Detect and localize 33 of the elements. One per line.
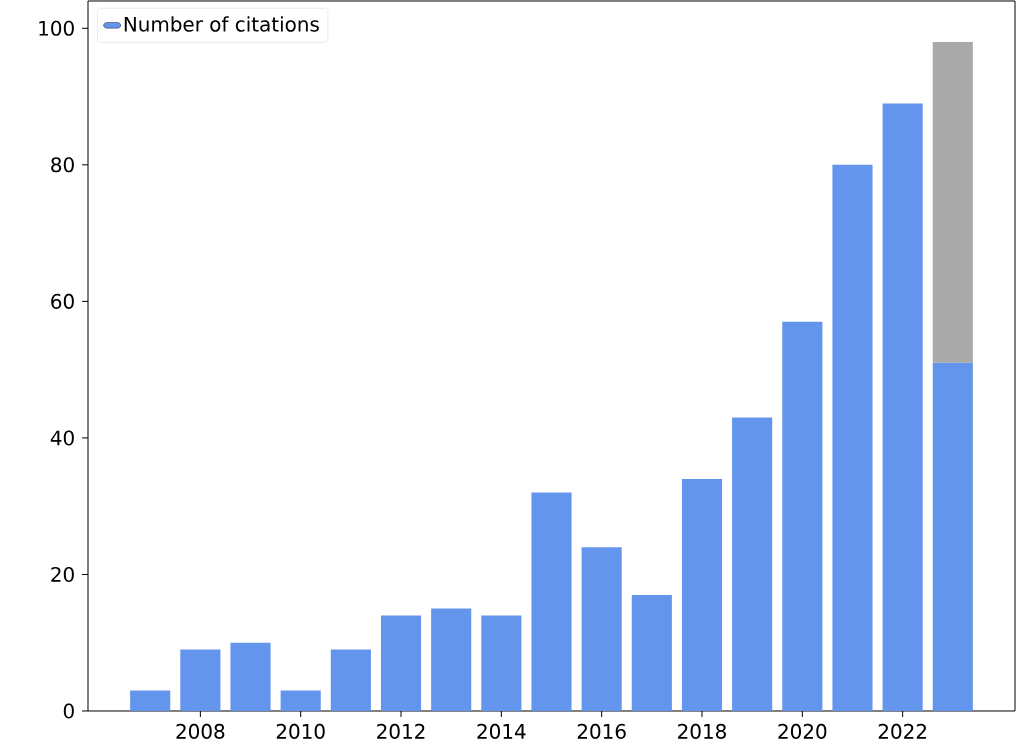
bar [732,417,773,711]
bar [581,547,622,711]
bar [180,649,221,711]
bar [481,615,522,711]
bar [431,608,472,711]
x-tick-label: 2012 [377,723,425,739]
y-tick-label: 20 [51,566,74,582]
legend-label: Number of citations [124,16,319,32]
y-tick-label: 0 [63,703,74,719]
bar [631,594,672,711]
bar [280,690,321,711]
bar [932,362,973,711]
bar [130,690,171,711]
x-tick-label: 2010 [276,723,325,739]
x-tick-label: 2018 [678,723,726,739]
bar [882,103,923,711]
bar [330,649,371,711]
bar [832,164,873,711]
bar [531,492,572,711]
x-tick-label: 2016 [577,723,626,739]
bar [681,478,723,711]
y-tick-label: 100 [39,20,74,36]
x-tick-label: 2014 [477,723,526,739]
x-tick-label: 2020 [778,723,827,739]
y-tick-label: 60 [51,293,74,309]
y-tick-label: 40 [50,430,74,446]
bar [782,321,823,711]
bar [380,615,422,711]
bar [932,41,973,363]
y-tick-label: 80 [51,157,74,173]
bar [230,642,271,711]
x-tick-label: 2022 [878,723,926,739]
x-tick-label: 2008 [176,723,225,739]
